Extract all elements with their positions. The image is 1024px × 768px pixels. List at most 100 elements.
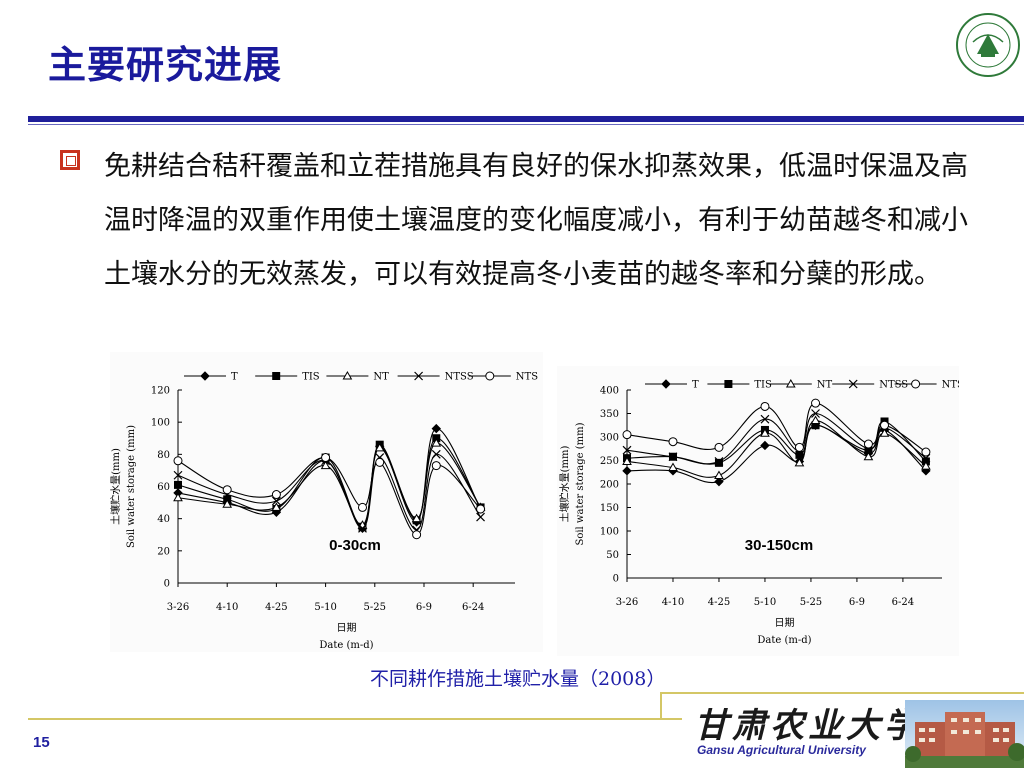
- data-point-NTSS: [760, 414, 770, 424]
- data-point-NT: [222, 499, 233, 508]
- data-point-NTSS: [358, 523, 367, 533]
- y-tick-label: 150: [600, 503, 619, 514]
- legend-item-NTSS: NTSS: [832, 380, 908, 391]
- data-point-NTS: [760, 401, 770, 411]
- x-axis-label-en: Date (m-d): [319, 640, 373, 651]
- chart-30-150cm-svg: 0 50 100 150 200 250 300 350 400 3-26 4-10 4-25 5-10…: [558, 378, 964, 646]
- data-point-NTS: [431, 461, 441, 471]
- data-point-NTS: [357, 502, 367, 512]
- x-axis-label-cn: 日期: [337, 622, 357, 634]
- x-tick-label: 6-24: [892, 597, 914, 608]
- legend-item-NTS: NTS: [894, 379, 964, 391]
- data-point-NTSS: [271, 496, 281, 506]
- y-tick-label: 100: [151, 418, 170, 429]
- data-point-NT: [431, 438, 442, 447]
- data-point-NTS: [622, 430, 632, 440]
- x-tick-label: 6-9: [849, 597, 865, 608]
- data-point-NTS: [375, 457, 385, 467]
- data-point-NT: [921, 461, 931, 470]
- slide-title: 主要研究进展: [48, 43, 283, 87]
- x-tick-label: 4-25: [708, 597, 730, 608]
- x-axis-label-en: Date (m-d): [757, 635, 811, 646]
- header-rule-thin: [28, 124, 1024, 125]
- y-axis-label-cn: 土壤贮水量(mm): [110, 448, 122, 525]
- y-tick-label: 400: [600, 386, 619, 397]
- data-point-NT: [714, 470, 724, 480]
- data-point-NTS: [714, 442, 724, 452]
- legend-marker: [200, 371, 210, 381]
- y-tick-label: 200: [600, 480, 619, 491]
- depth-annotation: 0-30cm: [329, 537, 381, 554]
- data-point-T: [760, 440, 770, 451]
- legend-marker: [785, 378, 796, 388]
- legend-label: TIS: [754, 380, 772, 391]
- data-point-T: [431, 423, 441, 434]
- data-point-NT: [374, 442, 385, 452]
- y-axis-label-cn: 土壤贮水量(mm): [558, 446, 571, 523]
- legend-marker: [272, 372, 281, 380]
- data-point-NT: [411, 513, 422, 523]
- legend-label: T: [231, 372, 238, 383]
- chart-0-30cm: 0 20 40 60 80 100 120 3-26 4-10 4-25 5-10 5-25 6-9 6-…: [109, 352, 543, 652]
- series-line-TIS: [177, 437, 482, 528]
- legend-label: NTS: [516, 372, 538, 383]
- data-point-NT: [320, 460, 331, 470]
- y-tick-label: 300: [600, 433, 619, 444]
- data-point-NT: [271, 502, 282, 511]
- y-tick-label: 100: [600, 527, 619, 538]
- data-point-TIS: [864, 446, 873, 455]
- y-axis-label-en: Soil water storage (mm): [575, 422, 586, 545]
- data-point-NT: [794, 457, 805, 467]
- data-point-NT: [668, 462, 678, 472]
- footer-step: [660, 692, 682, 718]
- legend-marker: [414, 371, 424, 381]
- footer-line-top: [682, 692, 1024, 694]
- data-point-NTS: [863, 439, 873, 449]
- y-tick-label: 120: [151, 386, 170, 397]
- y-tick-label: 50: [606, 550, 619, 561]
- page-number: 15: [33, 734, 50, 751]
- data-point-NTSS: [622, 445, 632, 455]
- x-axis-label-cn: 日期: [775, 617, 795, 629]
- series-NTS: [173, 453, 486, 540]
- x-tick-label: 4-25: [265, 602, 287, 613]
- legend-item-T: T: [645, 379, 699, 391]
- university-seal-logo: [956, 13, 1020, 77]
- data-point-NT: [863, 451, 874, 461]
- data-point-NTS: [921, 447, 931, 457]
- legend-item-TIS: TIS: [255, 372, 320, 383]
- data-point-NTS: [271, 490, 281, 500]
- figure-caption: 不同耕作措施土壤贮水量（2008）: [370, 668, 666, 690]
- x-tick-label: 6-24: [462, 602, 484, 613]
- data-point-NT: [879, 428, 890, 437]
- legend-marker: [661, 379, 671, 389]
- y-tick-label: 0: [613, 574, 619, 585]
- data-point-NT: [173, 492, 183, 502]
- x-tick-label: 5-25: [364, 602, 386, 613]
- x-tick-label: 4-10: [216, 602, 238, 613]
- data-point-NTSS: [431, 449, 441, 459]
- legend-label: NTS: [942, 380, 959, 391]
- data-point-TIS: [811, 421, 820, 430]
- legend-label: NTSS: [445, 372, 474, 383]
- data-point-TIS: [174, 480, 182, 489]
- legend-item-NT: NT: [769, 378, 833, 391]
- y-tick-label: 0: [164, 579, 170, 590]
- data-point-NTS: [321, 453, 331, 463]
- data-point-NTSS: [476, 512, 485, 522]
- legend-item-TIS: TIS: [707, 380, 772, 391]
- legend-marker: [342, 370, 353, 380]
- data-point-NTS: [173, 456, 183, 466]
- y-tick-label: 250: [600, 456, 619, 467]
- depth-annotation: 30-150cm: [745, 537, 813, 554]
- campus-building-photo: [905, 700, 1024, 768]
- x-tick-label: 5-10: [754, 597, 776, 608]
- data-point-NT: [760, 428, 770, 437]
- legend-label: NTSS: [879, 380, 908, 391]
- legend-item-T: T: [184, 371, 238, 383]
- university-name-english: Gansu Agricultural University: [697, 743, 866, 757]
- data-point-TIS: [714, 458, 723, 467]
- data-point-NTS: [222, 485, 232, 495]
- data-point-NTS: [811, 398, 821, 408]
- legend-label: NT: [373, 372, 389, 383]
